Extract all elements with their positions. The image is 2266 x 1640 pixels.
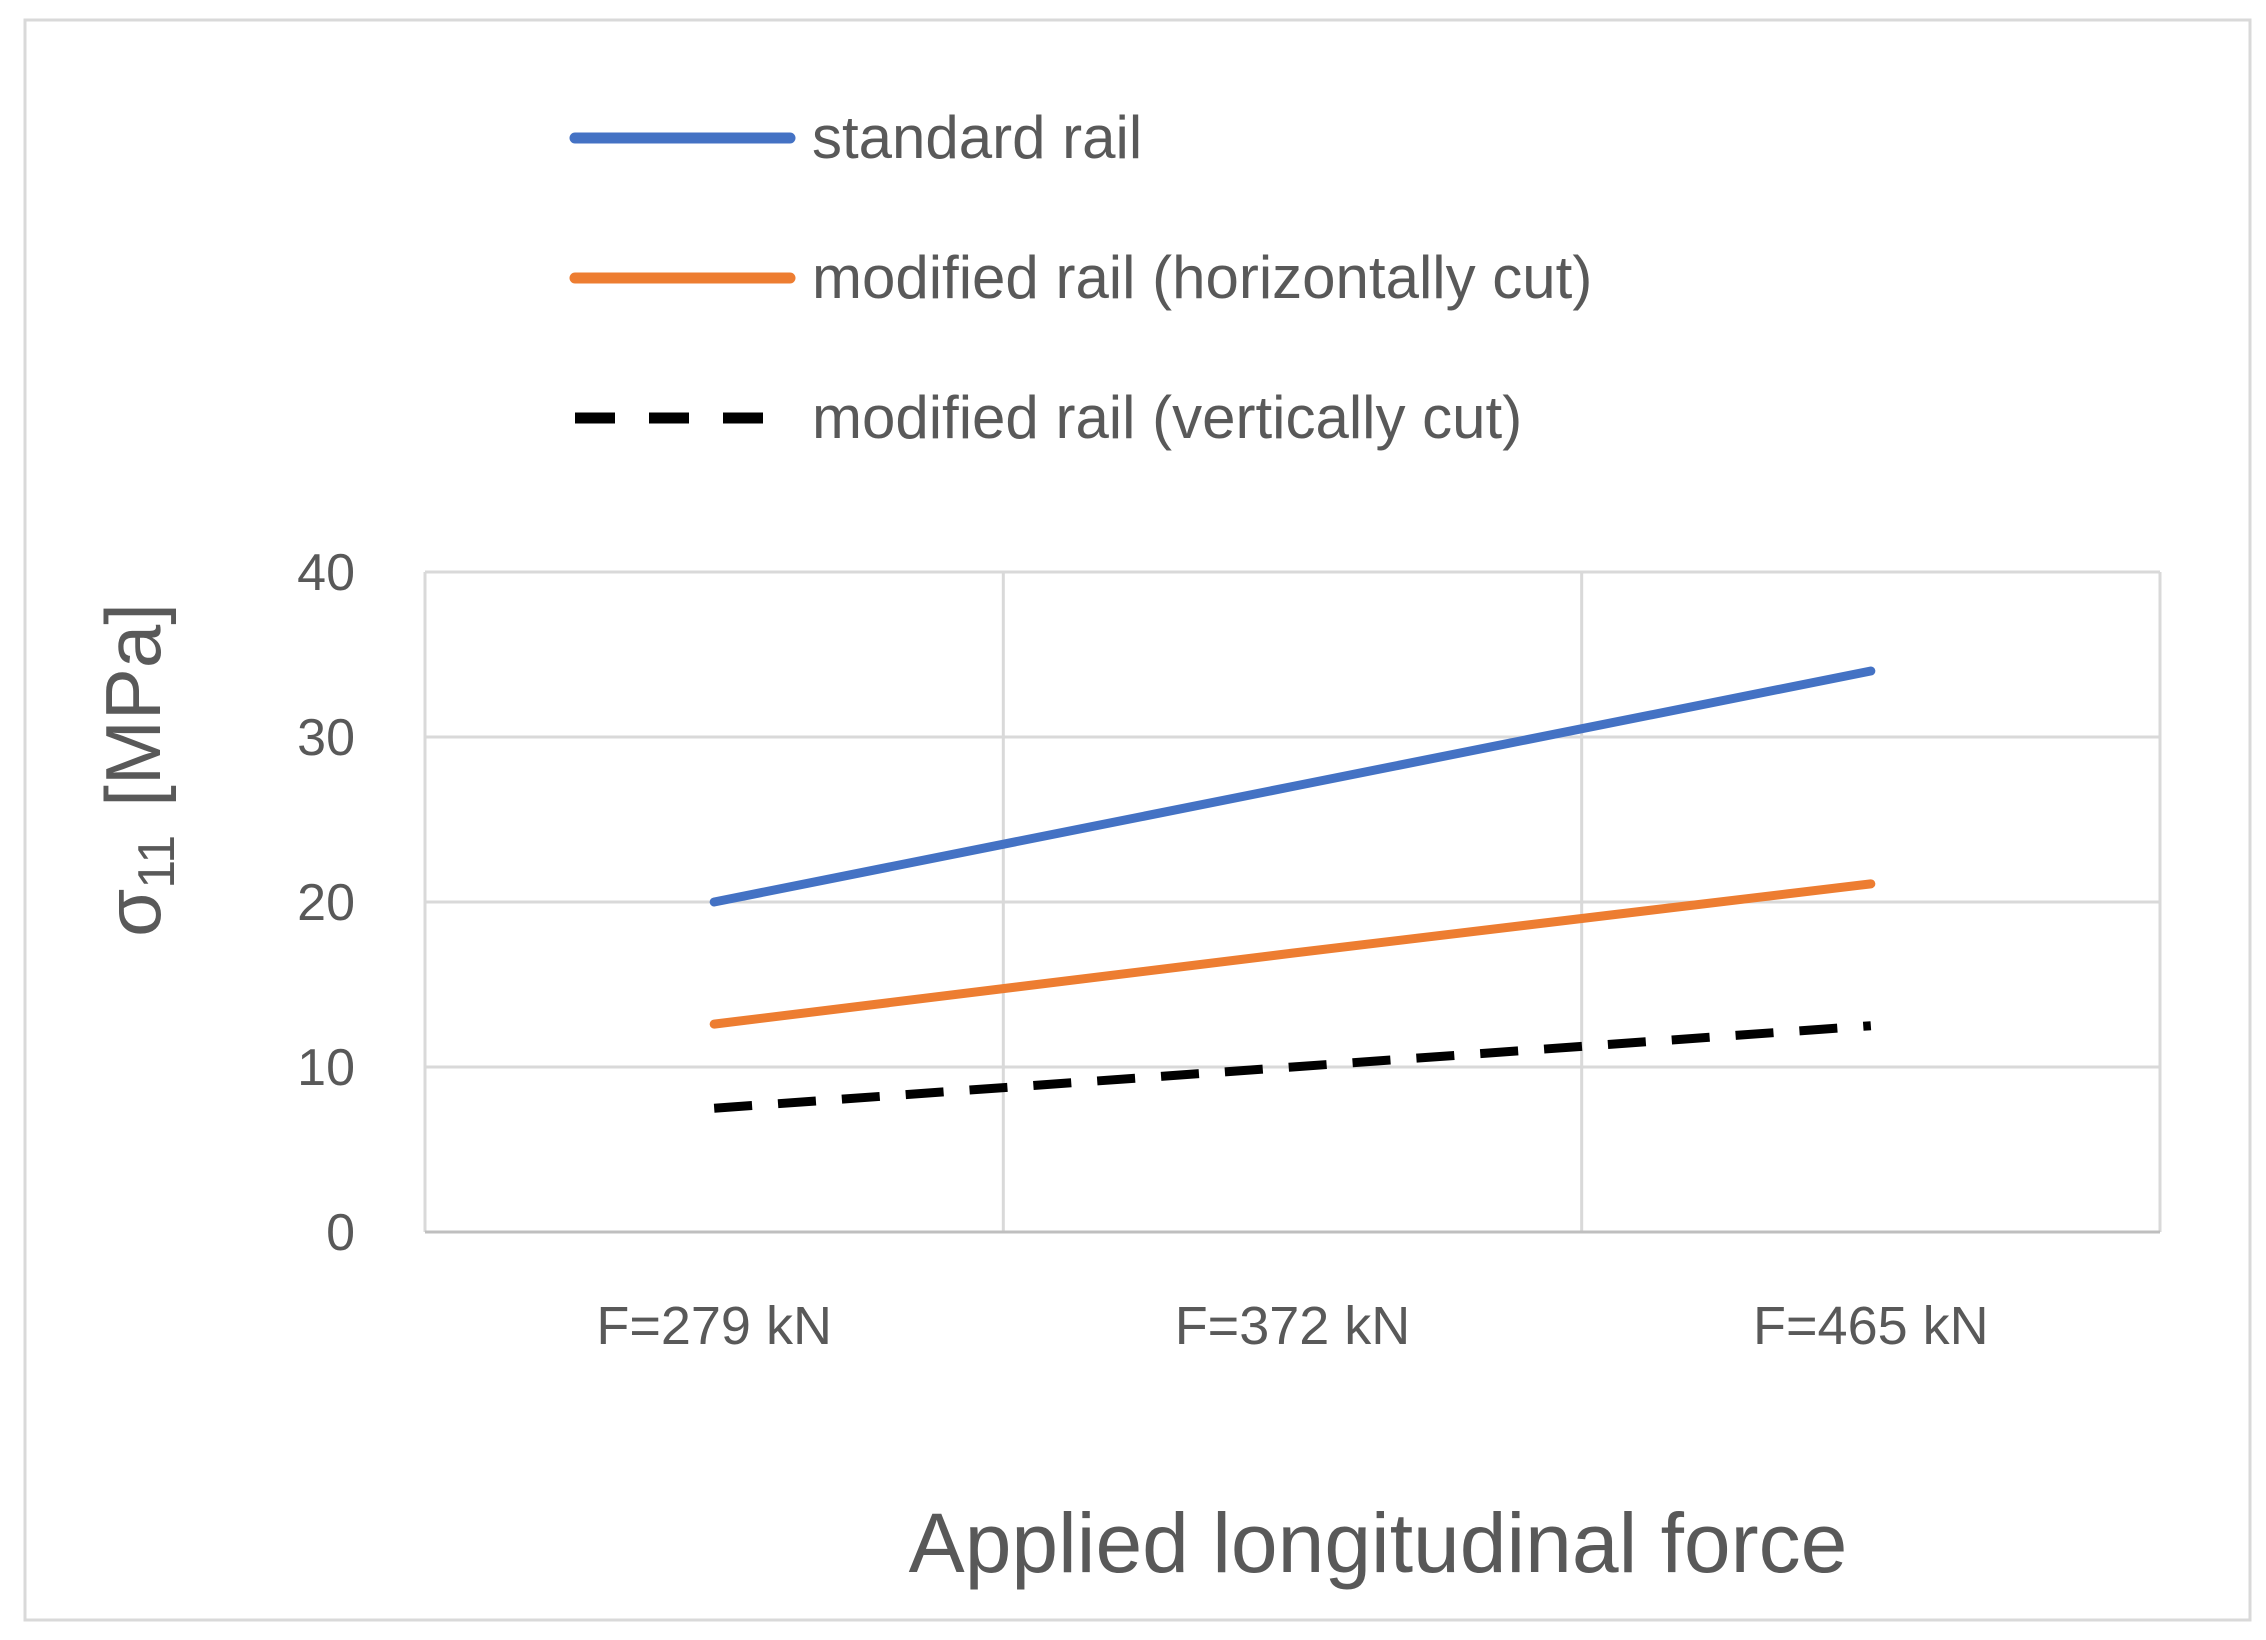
y-axis-title-text: σ11 [MPa] — [89, 603, 186, 937]
x-axis-title: Applied longitudinal force — [909, 1496, 1848, 1590]
x-tick-label: F=372 kN — [1175, 1296, 1411, 1356]
y-axis-symbol: σ — [89, 889, 177, 937]
series-line-3 — [713, 1021, 1872, 1113]
y-tick-label: 20 — [297, 874, 355, 932]
y-axis-unit: [MPa] — [89, 603, 177, 807]
x-tick-label: F=279 kN — [596, 1296, 832, 1356]
y-tick-label: 0 — [326, 1204, 355, 1262]
legend-label-3: modified rail (vertically cut) — [812, 384, 1522, 451]
y-tick-label: 10 — [297, 1039, 355, 1097]
axis-labels: Applied longitudinal force σ11 [MPa] — [89, 603, 1847, 1590]
x-tick-label: F=465 kN — [1753, 1296, 1989, 1356]
series-line-1 — [709, 666, 1876, 907]
legend: standard rail modified rail (horizontally… — [569, 104, 1592, 451]
tick-labels: 0 10 20 30 40 F=279 kN F=372 kN F=465 kN — [297, 544, 1988, 1356]
series-line-2 — [709, 879, 1876, 1029]
series-lines — [709, 666, 1876, 1113]
y-tick-label: 30 — [297, 709, 355, 767]
legend-label-1: standard rail — [812, 104, 1142, 171]
y-axis-subscript: 11 — [128, 835, 186, 889]
y-axis-title: σ11 [MPa] — [89, 603, 186, 937]
y-tick-label: 40 — [297, 544, 355, 602]
legend-label-2: modified rail (horizontally cut) — [812, 244, 1592, 311]
